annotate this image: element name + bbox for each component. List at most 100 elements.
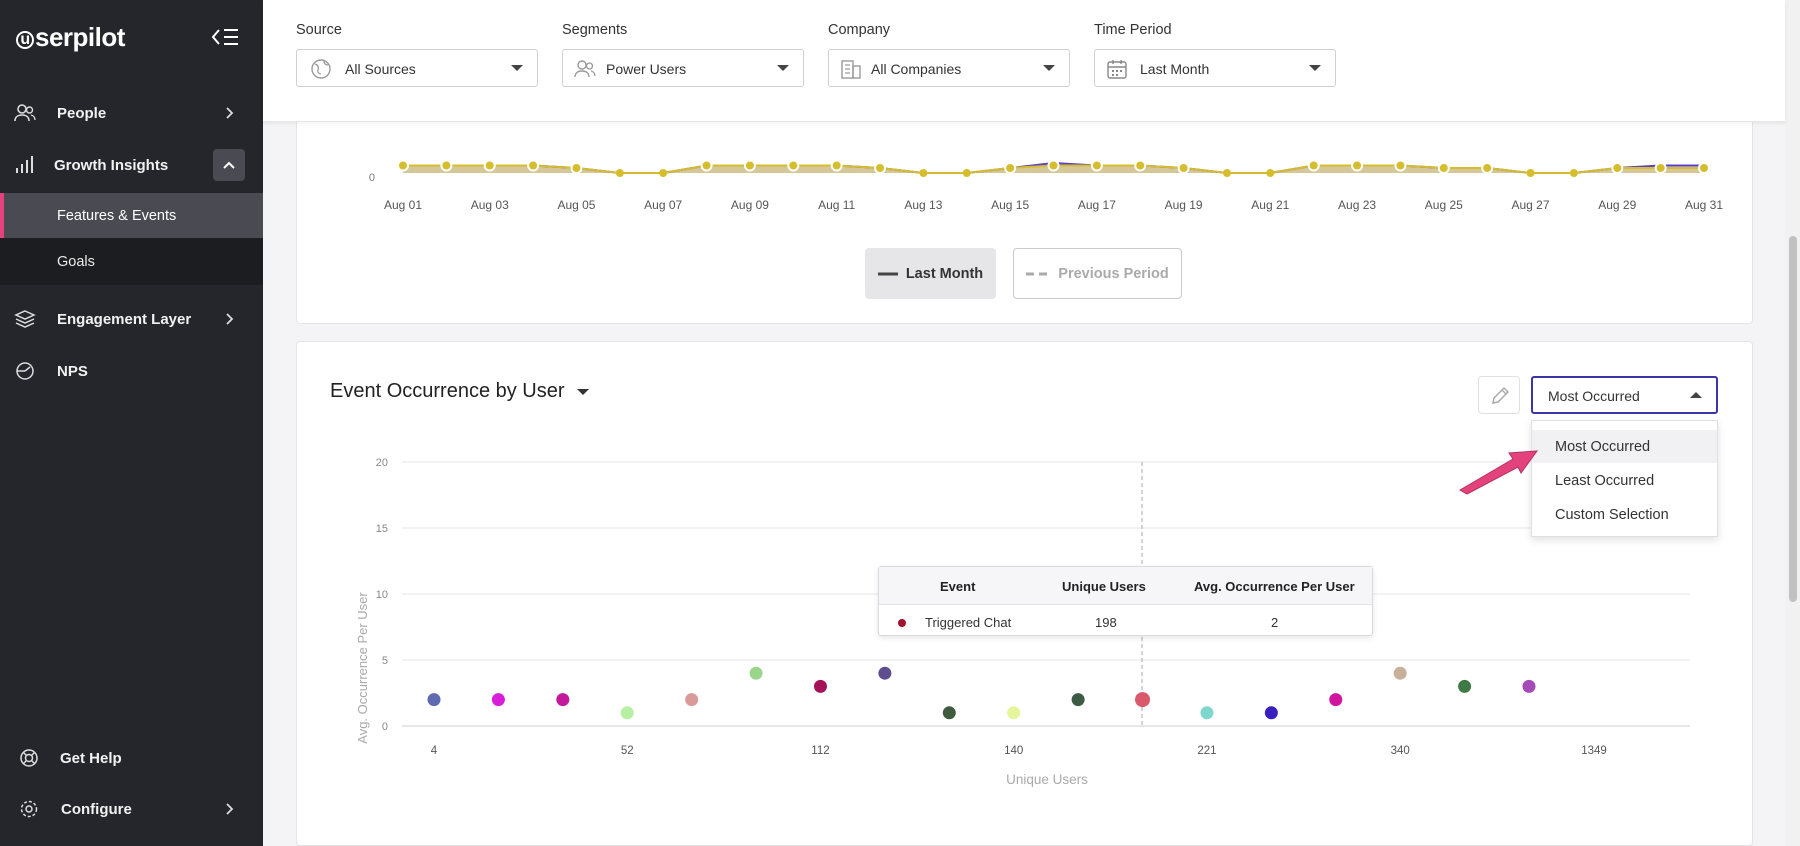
sort-option-least-occurred[interactable]: Least Occurred	[1555, 472, 1655, 489]
trend-point[interactable]	[743, 159, 756, 172]
legend-previous-period-button[interactable]: Previous Period	[1013, 248, 1182, 299]
x-tick-label: 1349	[1581, 745, 1607, 757]
trend-point[interactable]	[483, 159, 496, 172]
trend-point[interactable]	[1004, 162, 1017, 174]
trend-point[interactable]	[1047, 159, 1060, 172]
nav-goals-label: Goals	[57, 253, 95, 270]
scrollbar-thumb[interactable]	[1789, 236, 1797, 602]
nav-growth-insights[interactable]: Growth Insights	[0, 145, 263, 185]
scatter-point[interactable]	[878, 666, 892, 680]
trend-x-tick: Aug 23	[1338, 198, 1376, 212]
trend-point[interactable]	[874, 162, 887, 174]
filter-bar: Source All Sources Segments Power Users …	[263, 0, 1785, 122]
trend-point[interactable]	[1611, 162, 1624, 174]
title-dropdown-caret-icon[interactable]	[577, 389, 589, 395]
edit-button[interactable]	[1478, 376, 1520, 414]
trend-point[interactable]	[919, 169, 928, 177]
trend-y-tick: 0	[369, 172, 375, 184]
scatter-point[interactable]	[1135, 692, 1151, 708]
segments-select[interactable]: Power Users	[562, 49, 804, 87]
period-select[interactable]: Last Month	[1094, 49, 1336, 87]
trend-point[interactable]	[1437, 162, 1450, 174]
trend-point[interactable]	[570, 162, 583, 174]
nav-goals[interactable]: Goals	[0, 239, 263, 284]
scatter-point[interactable]	[1200, 706, 1214, 720]
nav-features-events[interactable]: Features & Events	[0, 193, 263, 238]
nav-people[interactable]: People	[0, 93, 263, 133]
scatter-point[interactable]	[556, 693, 570, 707]
scatter-point[interactable]	[1329, 693, 1343, 707]
sort-option-custom-selection[interactable]: Custom Selection	[1555, 506, 1669, 523]
growth-collapse-button[interactable]	[213, 149, 245, 181]
source-label: Source	[296, 22, 342, 38]
trend-point[interactable]	[830, 159, 843, 172]
trend-point[interactable]	[1698, 162, 1710, 174]
trend-point[interactable]	[1134, 159, 1147, 172]
scatter-point[interactable]	[749, 666, 763, 680]
trend-point[interactable]	[527, 159, 540, 172]
nav-nps[interactable]: NPS	[0, 351, 263, 391]
scatter-point[interactable]	[942, 706, 956, 720]
tooltip-header-avg: Avg. Occurrence Per User	[1194, 579, 1355, 594]
trend-point[interactable]	[1481, 162, 1494, 174]
series-color-dot	[898, 619, 906, 627]
legend-last-month-button[interactable]: Last Month	[865, 248, 996, 299]
scatter-point[interactable]	[620, 706, 634, 720]
trend-point[interactable]	[1526, 169, 1535, 177]
logo-text: serpilot	[35, 22, 125, 52]
trend-point[interactable]	[787, 159, 800, 172]
segments-value: Power Users	[606, 61, 687, 77]
trend-point[interactable]	[1222, 169, 1231, 177]
nav-engagement-layer[interactable]: Engagement Layer	[0, 299, 263, 339]
scatter-point[interactable]	[1007, 706, 1021, 720]
trend-point[interactable]	[1177, 162, 1190, 174]
scatter-point[interactable]	[1264, 706, 1278, 720]
scatter-point[interactable]	[1393, 666, 1407, 680]
scatter-point[interactable]	[1458, 679, 1472, 693]
nav-get-help[interactable]: Get Help	[0, 738, 263, 778]
trend-point[interactable]	[1569, 169, 1578, 177]
nav-people-label: People	[57, 104, 107, 122]
nav-features-label: Features & Events	[57, 207, 177, 224]
sort-select[interactable]: Most Occurred	[1531, 376, 1718, 414]
gauge-icon	[16, 362, 34, 380]
trend-point[interactable]	[1394, 159, 1407, 172]
x-tick-label: 340	[1391, 745, 1410, 757]
sort-selected-value: Most Occurred	[1548, 388, 1640, 404]
trend-x-tick: Aug 17	[1078, 198, 1116, 212]
y-axis-label: Avg. Occurrence Per User	[355, 592, 370, 744]
annotation-arrow-icon	[1459, 450, 1539, 495]
tooltip-header	[879, 567, 1372, 605]
scatter-point[interactable]	[685, 693, 699, 707]
source-value: All Sources	[345, 61, 416, 77]
trend-point[interactable]	[1090, 159, 1103, 172]
scatter-point[interactable]	[1522, 679, 1536, 693]
tooltip-header-users: Unique Users	[1062, 579, 1146, 594]
trend-x-tick: Aug 19	[1165, 198, 1203, 212]
scatter-point[interactable]	[491, 693, 505, 707]
scatter-point[interactable]	[1071, 693, 1085, 707]
scatter-point[interactable]	[427, 693, 441, 707]
caret-down-icon	[511, 65, 523, 71]
nav-configure[interactable]: Configure	[0, 789, 263, 829]
trend-x-tick: Aug 07	[644, 198, 682, 212]
trend-point[interactable]	[440, 159, 453, 172]
company-select[interactable]: All Companies	[828, 49, 1070, 87]
trend-point[interactable]	[397, 159, 409, 172]
trend-point[interactable]	[615, 169, 624, 177]
collapse-sidebar-icon[interactable]	[210, 26, 242, 48]
trend-point[interactable]	[1307, 159, 1320, 172]
trend-x-tick: Aug 03	[471, 198, 509, 212]
userpilot-logo[interactable]: u serpilot	[16, 22, 125, 53]
trend-point[interactable]	[659, 169, 668, 177]
trend-point[interactable]	[1351, 159, 1364, 172]
trend-point[interactable]	[700, 159, 713, 172]
trend-point[interactable]	[1654, 162, 1667, 174]
sort-option-most-occurred[interactable]: Most Occurred	[1532, 430, 1717, 463]
x-tick-label: 112	[811, 745, 829, 757]
trend-x-tick: Aug 09	[731, 198, 769, 212]
trend-point[interactable]	[962, 169, 971, 177]
scatter-point[interactable]	[813, 679, 827, 693]
trend-point[interactable]	[1266, 169, 1275, 177]
source-select[interactable]: All Sources	[296, 49, 538, 87]
